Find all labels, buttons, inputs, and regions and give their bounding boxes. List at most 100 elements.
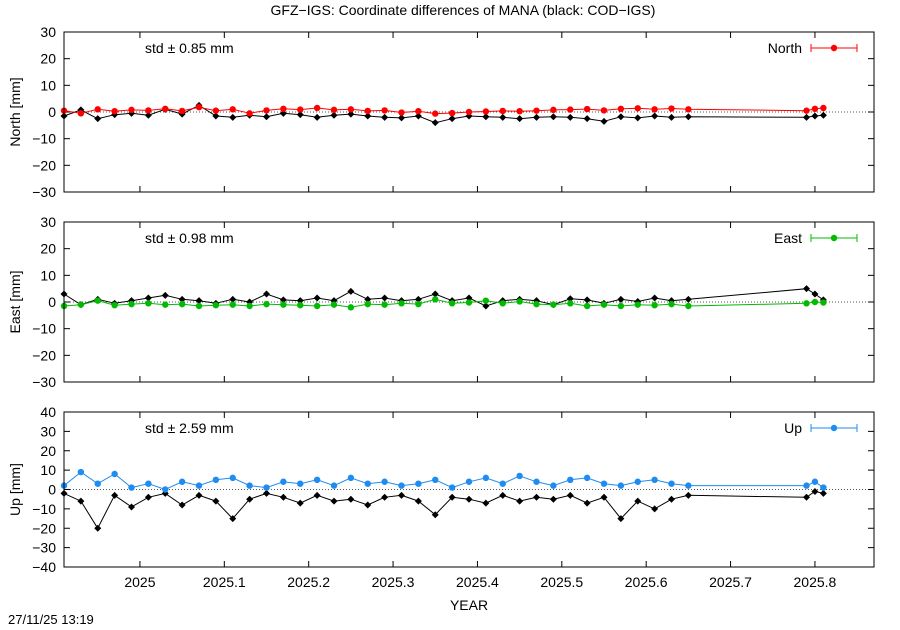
panel-north: 30 20 10 0 −10 −20 −30 std ± 0.85 mm North North …	[7, 24, 875, 200]
y-tick-label: 10	[40, 462, 56, 478]
data-point	[313, 294, 321, 302]
data-point	[549, 113, 557, 121]
data-point	[94, 115, 102, 123]
data-point	[195, 491, 203, 499]
data-point	[499, 107, 506, 115]
data-point	[651, 112, 659, 120]
data-point	[634, 105, 641, 112]
data-point	[811, 290, 819, 298]
data-point	[347, 304, 355, 311]
series-gfz-igs	[60, 296, 827, 311]
y-tick-label: 10	[40, 77, 56, 93]
data-point	[77, 301, 85, 308]
y-tick-label: −30	[32, 184, 56, 200]
x-tick-label: 2025	[124, 574, 155, 590]
data-point	[111, 302, 118, 309]
std-annotation: std ± 0.85 mm	[145, 40, 234, 56]
panel-up: 40 30 20 10 0 −10 −20 −30 −40 2025 2025.1 2025.2 202…	[7, 404, 875, 590]
data-point	[583, 474, 591, 482]
series-line	[63, 288, 824, 307]
x-tick-label: 2025.6	[625, 574, 668, 590]
y-tick-label: −20	[32, 347, 56, 363]
data-point	[668, 105, 675, 112]
data-point	[178, 295, 186, 303]
data-point	[811, 105, 819, 113]
data-point	[162, 486, 169, 493]
data-point	[144, 294, 152, 302]
data-point	[617, 302, 625, 310]
series-line	[63, 104, 824, 124]
data-point	[415, 300, 422, 308]
x-tick-label: 2025.5	[540, 574, 583, 590]
data-point	[600, 493, 608, 501]
data-point	[280, 105, 287, 113]
data-point	[811, 112, 819, 120]
data-point	[482, 499, 490, 507]
data-point	[296, 297, 304, 305]
series-line	[63, 471, 824, 491]
data-point	[330, 111, 338, 119]
data-point	[431, 290, 439, 298]
x-axis-label: YEAR	[450, 597, 488, 613]
x-tick-label: 2025.3	[372, 574, 415, 590]
data-point	[482, 302, 490, 310]
data-point	[398, 482, 405, 489]
data-point	[431, 119, 439, 127]
legend: East	[774, 230, 858, 246]
data-point	[313, 476, 321, 484]
data-point	[448, 109, 456, 117]
data-point	[448, 493, 456, 501]
data-point	[195, 482, 203, 489]
data-point	[567, 106, 574, 113]
data-point	[364, 295, 372, 303]
data-point	[398, 114, 405, 122]
data-point	[820, 484, 827, 491]
data-point	[381, 493, 389, 501]
chart-title: GFZ−IGS: Coordinate differences of MANA …	[271, 2, 656, 18]
std-annotation: std ± 2.59 mm	[145, 420, 234, 436]
data-point	[482, 297, 490, 304]
data-point	[128, 300, 135, 308]
data-point	[583, 499, 591, 507]
data-point	[145, 107, 152, 114]
data-point	[162, 301, 169, 308]
data-point	[144, 111, 152, 119]
data-point	[600, 107, 608, 114]
data-point	[145, 300, 152, 307]
data-point	[685, 302, 692, 310]
data-point	[347, 110, 355, 118]
y-axis-label: North [mm]	[7, 77, 23, 146]
y-tick-label: 40	[40, 404, 56, 420]
plot-frame	[63, 411, 875, 568]
data-point	[280, 478, 287, 485]
data-point	[414, 497, 422, 505]
x-tick-label: 2025.7	[709, 574, 752, 590]
data-point	[263, 113, 270, 121]
data-point	[347, 474, 355, 482]
data-point	[229, 301, 236, 308]
y-tick-label: −30	[32, 540, 56, 556]
data-point	[364, 480, 371, 487]
data-point	[263, 489, 270, 497]
data-point	[634, 497, 642, 505]
data-point	[634, 478, 641, 485]
legend-label: North	[768, 40, 802, 56]
data-point	[178, 107, 186, 115]
data-point	[516, 108, 523, 115]
x-tick-label: 2025.8	[794, 574, 837, 590]
data-point	[94, 480, 101, 487]
data-point	[651, 302, 658, 309]
data-point	[803, 300, 810, 307]
data-point	[364, 300, 371, 308]
y-axis-label: Up [mm]	[7, 463, 23, 516]
data-point	[431, 511, 439, 519]
y-tick-label: 10	[40, 267, 56, 283]
data-point	[77, 110, 85, 117]
y-tick-label: 30	[40, 24, 56, 40]
data-point	[583, 115, 591, 123]
data-point	[195, 302, 203, 310]
data-point	[516, 115, 524, 123]
data-point	[668, 480, 675, 487]
data-point	[94, 297, 101, 304]
data-point	[432, 110, 439, 117]
